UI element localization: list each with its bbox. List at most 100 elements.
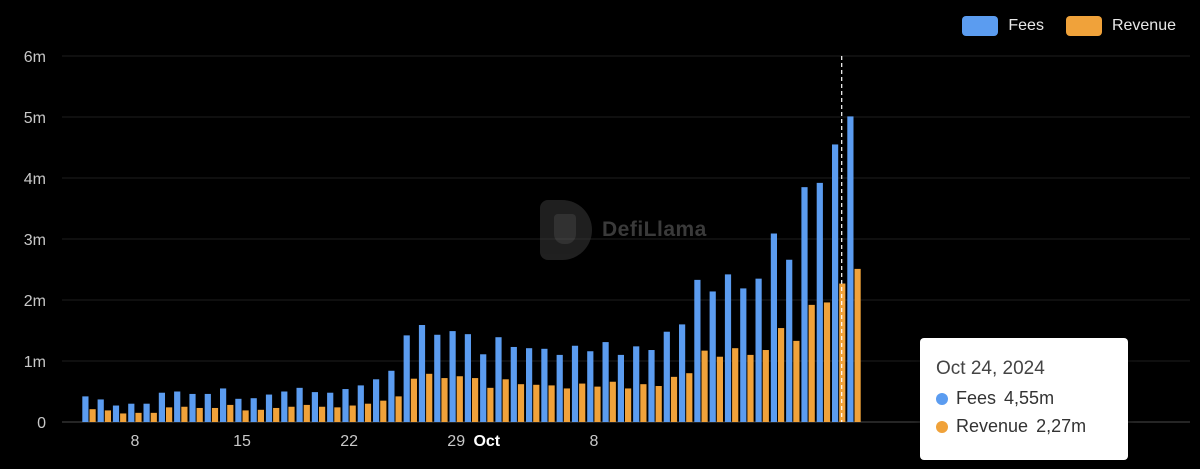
bar-fees[interactable]: [602, 342, 609, 422]
bar-revenue[interactable]: [594, 386, 601, 422]
bar-fees[interactable]: [633, 346, 640, 422]
bar-fees[interactable]: [97, 399, 104, 422]
bar-revenue[interactable]: [273, 407, 280, 422]
bar-fees[interactable]: [357, 385, 364, 422]
bar-revenue[interactable]: [426, 373, 433, 422]
bar-revenue[interactable]: [288, 406, 295, 422]
bar-revenue[interactable]: [150, 412, 157, 422]
bar-fees[interactable]: [250, 398, 257, 422]
bar-revenue[interactable]: [686, 373, 693, 422]
bar-fees[interactable]: [296, 387, 303, 422]
bar-revenue[interactable]: [120, 413, 127, 422]
bar-revenue[interactable]: [334, 407, 341, 422]
bar-revenue[interactable]: [303, 404, 310, 422]
bar-fees[interactable]: [724, 274, 732, 422]
bar-revenue[interactable]: [441, 378, 448, 422]
bar-revenue[interactable]: [762, 350, 769, 422]
bar-fees[interactable]: [816, 182, 823, 422]
bar-fees[interactable]: [755, 278, 762, 422]
bar-fees[interactable]: [786, 259, 793, 422]
bar-revenue[interactable]: [196, 407, 203, 422]
bar-fees[interactable]: [464, 334, 471, 422]
bar-fees[interactable]: [556, 354, 563, 422]
bar-fees[interactable]: [526, 348, 533, 422]
bar-revenue[interactable]: [257, 409, 264, 422]
bar-fees[interactable]: [495, 337, 502, 422]
bar-fees[interactable]: [663, 331, 670, 422]
bar-revenue[interactable]: [242, 410, 249, 422]
bar-revenue[interactable]: [166, 407, 173, 422]
bar-revenue[interactable]: [854, 268, 861, 422]
bar-revenue[interactable]: [655, 386, 662, 422]
bar-fees[interactable]: [204, 393, 211, 422]
bar-revenue[interactable]: [349, 405, 356, 422]
bar-revenue[interactable]: [670, 376, 678, 422]
bar-revenue[interactable]: [135, 412, 142, 422]
bar-revenue[interactable]: [502, 379, 509, 422]
bar-fees[interactable]: [403, 335, 410, 422]
bar-fees[interactable]: [648, 350, 655, 422]
bar-fees[interactable]: [617, 354, 624, 422]
bar-fees[interactable]: [158, 392, 165, 422]
bar-fees[interactable]: [832, 144, 839, 422]
bar-revenue[interactable]: [181, 406, 188, 422]
bar-fees[interactable]: [801, 187, 808, 422]
bar-revenue[interactable]: [808, 304, 815, 422]
bar-fees[interactable]: [327, 392, 334, 422]
bar-revenue[interactable]: [747, 354, 754, 422]
bar-fees[interactable]: [679, 324, 686, 422]
bar-revenue[interactable]: [548, 385, 555, 422]
bar-revenue[interactable]: [609, 381, 616, 422]
bar-fees[interactable]: [128, 403, 135, 422]
bar-revenue[interactable]: [640, 384, 647, 422]
bar-revenue[interactable]: [533, 384, 540, 422]
bar-revenue[interactable]: [716, 356, 723, 422]
bar-revenue[interactable]: [625, 388, 632, 422]
bar-fees[interactable]: [388, 370, 395, 422]
bar-revenue[interactable]: [823, 302, 831, 422]
bar-revenue[interactable]: [319, 406, 326, 422]
bar-fees[interactable]: [311, 392, 318, 422]
bar-revenue[interactable]: [104, 410, 111, 422]
bar-fees[interactable]: [541, 348, 548, 422]
bar-revenue[interactable]: [456, 376, 463, 422]
bar-revenue[interactable]: [579, 383, 586, 422]
bar-revenue[interactable]: [487, 387, 494, 422]
bar-fees[interactable]: [189, 393, 196, 422]
bar-fees[interactable]: [571, 345, 579, 422]
bar-revenue[interactable]: [732, 348, 739, 422]
bar-fees[interactable]: [373, 379, 380, 422]
bar-fees[interactable]: [112, 405, 120, 422]
legend-item-revenue[interactable]: Revenue: [1065, 16, 1176, 36]
bar-revenue[interactable]: [89, 409, 96, 422]
bar-fees[interactable]: [510, 346, 517, 422]
bar-revenue[interactable]: [517, 384, 525, 422]
bar-revenue[interactable]: [701, 350, 708, 422]
bar-revenue[interactable]: [472, 378, 479, 422]
bar-fees[interactable]: [174, 391, 181, 423]
bar-revenue[interactable]: [227, 404, 234, 422]
bar-fees[interactable]: [281, 391, 288, 423]
bar-fees[interactable]: [418, 325, 426, 422]
bar-revenue[interactable]: [410, 378, 417, 422]
bar-fees[interactable]: [82, 396, 89, 422]
bar-revenue[interactable]: [793, 340, 800, 422]
bar-fees[interactable]: [143, 403, 150, 422]
bar-revenue[interactable]: [364, 403, 372, 422]
bar-revenue[interactable]: [211, 407, 219, 422]
bar-fees[interactable]: [709, 291, 716, 422]
bar-fees[interactable]: [694, 279, 701, 422]
bar-fees[interactable]: [434, 334, 441, 422]
bar-fees[interactable]: [770, 233, 777, 422]
bar-revenue[interactable]: [839, 283, 846, 422]
bar-revenue[interactable]: [380, 400, 387, 422]
bars[interactable]: [82, 116, 861, 423]
bar-revenue[interactable]: [778, 328, 785, 422]
bar-revenue[interactable]: [395, 396, 402, 422]
bar-fees[interactable]: [587, 351, 594, 422]
bar-fees[interactable]: [740, 288, 747, 422]
bar-fees[interactable]: [265, 394, 273, 422]
legend-item-fees[interactable]: Fees: [962, 16, 1044, 36]
bar-fees[interactable]: [220, 388, 227, 422]
bar-fees[interactable]: [480, 354, 487, 422]
